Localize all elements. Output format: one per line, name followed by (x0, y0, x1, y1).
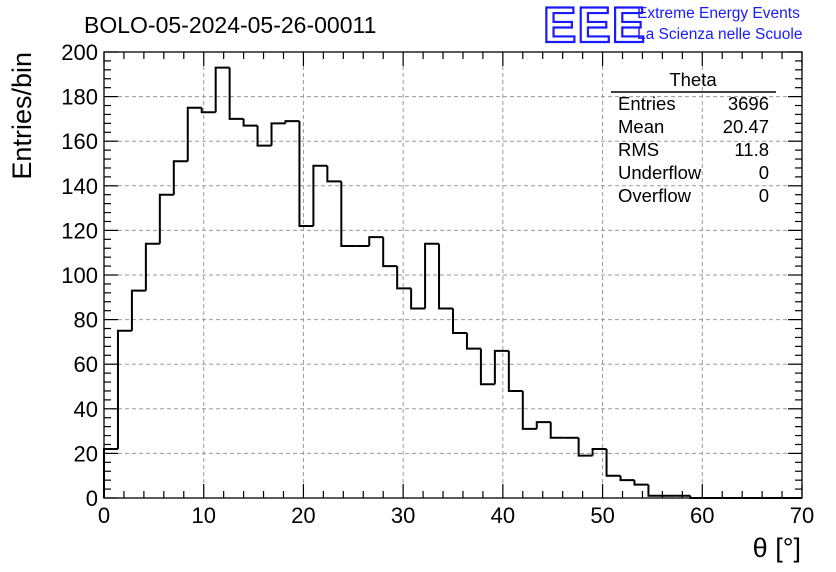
histogram-bin (479, 348, 495, 386)
stats-value: 3696 (728, 93, 769, 114)
y-tick-label: 180 (61, 85, 98, 110)
x-tick-label: 50 (590, 503, 614, 528)
histogram-bin (270, 122, 286, 146)
stats-value: 20.47 (723, 116, 769, 137)
histogram-bin (382, 237, 398, 268)
histogram-bin (605, 448, 621, 477)
y-tick-label: 200 (61, 40, 98, 65)
logo-line-2: La Scienza nelle Scuole (637, 26, 802, 43)
histogram-bin (368, 236, 384, 247)
histogram-bin (438, 243, 453, 310)
y-tick-label: 20 (74, 441, 98, 466)
y-tick-label: 100 (61, 263, 98, 288)
histogram-bin (507, 350, 523, 392)
histogram-bin (214, 66, 230, 113)
histogram-bin (312, 164, 328, 226)
eee-logo: EEE Extreme Energy Events La Scienza nel… (542, 0, 803, 54)
stats-rows: Entries 3696 Mean 20.47 RMS 11.8 Underflow 0 Ove… (618, 93, 769, 206)
histogram-bin (396, 266, 412, 290)
y-tick-label: 80 (74, 308, 98, 333)
histogram-bin (549, 422, 565, 439)
histogram-bin (577, 437, 593, 457)
stats-value: 11.8 (734, 139, 769, 160)
stats-label: RMS (618, 139, 659, 160)
stats-value: 0 (759, 185, 769, 206)
stats-label: Underflow (618, 162, 702, 183)
histogram-bin (130, 289, 146, 331)
histogram-bin (465, 332, 481, 350)
stats-label: Mean (618, 116, 664, 137)
histogram-bin (200, 107, 216, 114)
chart-title: BOLO-05-2024-05-26-00011 (84, 12, 376, 38)
stats-label: Overflow (618, 185, 692, 206)
histogram-bin (284, 120, 300, 124)
histogram-bin (591, 447, 607, 456)
axis-ticks (103, 51, 803, 499)
y-tick-label: 160 (61, 129, 98, 154)
y-tick-label: 0 (86, 486, 98, 511)
stats-label: Entries (618, 93, 676, 114)
stats-box-name: Theta (669, 69, 717, 90)
y-axis-label: Entries/bin (7, 52, 37, 180)
logo-letters: EEE (543, 0, 646, 53)
histogram-bin (633, 480, 649, 486)
logo-line-1: Extreme Energy Events (637, 5, 800, 22)
histogram-bin (452, 308, 467, 334)
x-tick-label: 40 (491, 503, 515, 528)
histogram-bin (158, 193, 174, 244)
histogram-bin (242, 118, 258, 127)
histogram-bin (116, 329, 132, 449)
histogram-bin (228, 67, 244, 120)
histogram-bin (186, 106, 202, 162)
stats-box: Theta Entries 3696 Mean 20.47 RMS 11.8 Underfl… (611, 69, 776, 206)
histogram-bin (298, 121, 314, 227)
histogram-bin (647, 484, 663, 497)
x-tick-label: 10 (191, 503, 215, 528)
y-tick-label: 120 (61, 218, 98, 243)
histogram-bin (619, 475, 635, 482)
stats-value: 0 (759, 162, 769, 183)
histogram-bin (424, 242, 440, 309)
histogram-bin (340, 181, 356, 248)
tick-labels: 0 10 20 30 40 50 60 70 0 20 40 60 80 100 120 140 160 180 2… (61, 40, 814, 528)
grid-layer (104, 52, 802, 498)
y-tick-label: 40 (74, 397, 98, 422)
histogram-bin (410, 288, 426, 310)
x-tick-label: 30 (391, 503, 415, 528)
x-tick-label: 0 (98, 503, 110, 528)
histogram-bin (535, 421, 551, 429)
histogram-bin (144, 242, 160, 291)
y-tick-label: 140 (61, 174, 98, 199)
histogram-bin (172, 160, 188, 195)
x-tick-label: 60 (690, 503, 714, 528)
y-tick-label: 60 (74, 352, 98, 377)
x-tick-label: 20 (291, 503, 315, 528)
histogram-bin (326, 165, 342, 183)
histogram-bin (256, 125, 272, 147)
histogram-bin (521, 390, 537, 430)
x-tick-label: 70 (790, 503, 814, 528)
x-axis-label: θ [°] (753, 533, 801, 563)
histogram-bin (493, 349, 509, 385)
